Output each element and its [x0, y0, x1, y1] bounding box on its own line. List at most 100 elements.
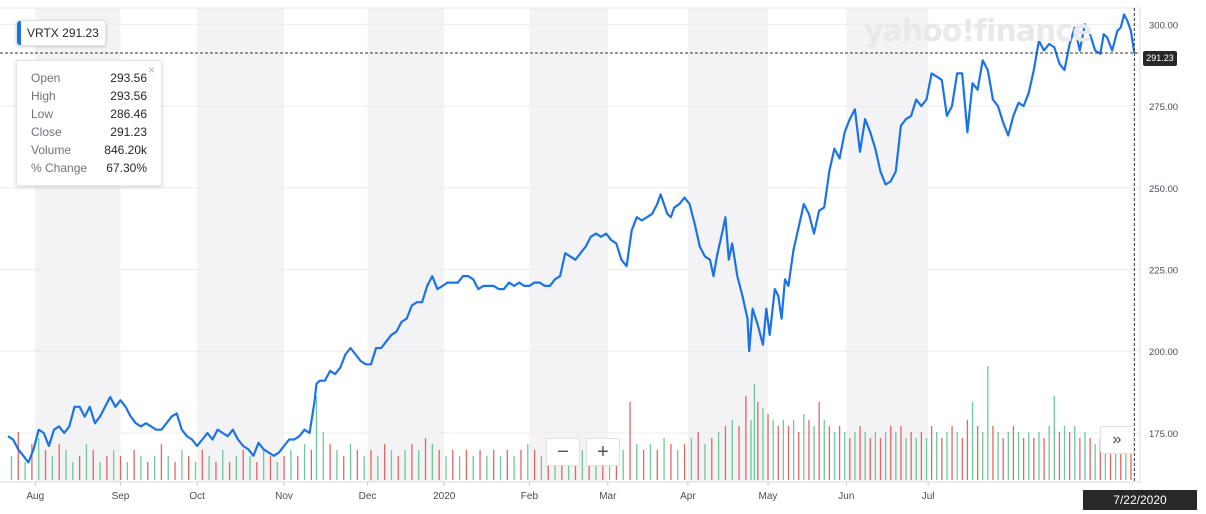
- volume-bar: [17, 432, 19, 480]
- volume-bar: [1120, 438, 1122, 480]
- volume-bar: [982, 432, 984, 480]
- volume-bar: [1115, 444, 1117, 480]
- volume-bar: [1012, 426, 1015, 480]
- tooltip-row-low: Low 286.46: [31, 107, 147, 121]
- volume-bar: [160, 444, 163, 480]
- month-band: [197, 8, 285, 482]
- volume-bar: [44, 450, 47, 480]
- volume-bar: [10, 456, 13, 480]
- volume-bar: [269, 456, 272, 480]
- volume-bar: [404, 450, 406, 480]
- volume-bar: [329, 444, 331, 480]
- volume-bar: [1109, 438, 1112, 480]
- volume-bar: [656, 450, 658, 480]
- x-tick-label: Dec: [359, 491, 377, 502]
- volume-bar: [303, 444, 306, 480]
- x-tick-label: May: [759, 491, 778, 502]
- volume-bar: [1094, 444, 1096, 480]
- volume-bar: [890, 426, 892, 480]
- close-icon[interactable]: ×: [147, 63, 155, 77]
- volume-bar: [194, 462, 197, 480]
- volume-bar: [106, 456, 108, 480]
- volume-bar: [235, 456, 238, 480]
- expand-chevron-button[interactable]: »: [1100, 426, 1134, 454]
- volume-bar: [228, 462, 231, 480]
- y-tick-label: 175.00: [1149, 429, 1178, 440]
- volume-bar: [201, 450, 203, 480]
- volume-bar: [249, 456, 251, 480]
- volume-bar: [1053, 396, 1055, 480]
- volume-bar: [174, 462, 176, 480]
- volume-bar: [818, 402, 820, 480]
- month-band: [846, 8, 929, 482]
- volume-bar: [670, 444, 672, 480]
- volume-bar: [677, 450, 679, 480]
- volume-bar: [1022, 438, 1025, 480]
- x-tick-label: Sep: [112, 491, 130, 502]
- volume-bar: [724, 426, 727, 480]
- volume-bar: [370, 450, 372, 480]
- volume-bar: [520, 450, 522, 480]
- volume-bar: [879, 438, 882, 480]
- volume-bar: [85, 444, 88, 480]
- volume-bar: [1007, 432, 1009, 480]
- volume-bar: [910, 432, 912, 480]
- volume-bar: [465, 450, 468, 480]
- month-band: [529, 8, 608, 482]
- volume-bar: [772, 420, 774, 480]
- volume-bar: [263, 450, 265, 480]
- volume-bar: [1017, 432, 1020, 480]
- volume-bar: [208, 456, 210, 480]
- volume-bar: [905, 438, 907, 480]
- volume-bar: [813, 426, 815, 480]
- volume-bar: [844, 432, 846, 480]
- volume-bar: [431, 444, 433, 480]
- ticker-label[interactable]: VRTX 291.23: [16, 20, 106, 46]
- volume-bar: [823, 420, 825, 480]
- volume-bar: [951, 426, 953, 480]
- volume-bar: [697, 432, 699, 480]
- volume-bar: [622, 450, 624, 480]
- price-line: [7, 13, 1136, 464]
- zoom-in-button[interactable]: +: [586, 438, 620, 466]
- volume-bar: [458, 456, 461, 480]
- volume-bar: [803, 414, 805, 480]
- volume-bar: [941, 438, 943, 480]
- volume-bar: [854, 432, 856, 480]
- volume-bar: [276, 462, 278, 480]
- volume-bar: [753, 384, 756, 480]
- x-tick-label: 2020: [433, 491, 456, 502]
- volume-bar: [188, 456, 190, 480]
- volume-bar: [704, 444, 706, 480]
- volume-bar: [884, 432, 887, 480]
- volume-bar: [987, 366, 989, 480]
- volume-bar: [181, 450, 183, 480]
- volume-bar: [397, 456, 399, 480]
- volume-bar: [133, 450, 135, 480]
- zoom-out-button[interactable]: −: [546, 438, 580, 466]
- volume-bar: [930, 426, 933, 480]
- x-tick-label: Jul: [922, 491, 935, 502]
- volume-bar: [479, 450, 481, 480]
- yahoo-finance-watermark: yahoo!finance: [864, 14, 1092, 49]
- volume-bar: [215, 462, 217, 480]
- volume-bar: [1089, 438, 1091, 480]
- volume-bar: [167, 456, 169, 480]
- volume-bar: [113, 450, 115, 480]
- volume-bar: [869, 438, 871, 480]
- volume-bar: [997, 432, 999, 480]
- volume-bar: [377, 456, 379, 480]
- volume-bar: [356, 450, 359, 480]
- volume-bar: [140, 456, 142, 480]
- volume-bar: [1130, 432, 1132, 480]
- volume-bar: [629, 402, 631, 480]
- volume-bar: [757, 402, 759, 480]
- tooltip-row-volume: Volume 846.20k: [31, 143, 147, 157]
- volume-bar: [418, 450, 420, 480]
- volume-bar: [663, 438, 665, 480]
- tooltip-row-close: Close 291.23: [31, 125, 147, 139]
- volume-bar: [731, 420, 733, 480]
- volume-bar: [38, 438, 40, 480]
